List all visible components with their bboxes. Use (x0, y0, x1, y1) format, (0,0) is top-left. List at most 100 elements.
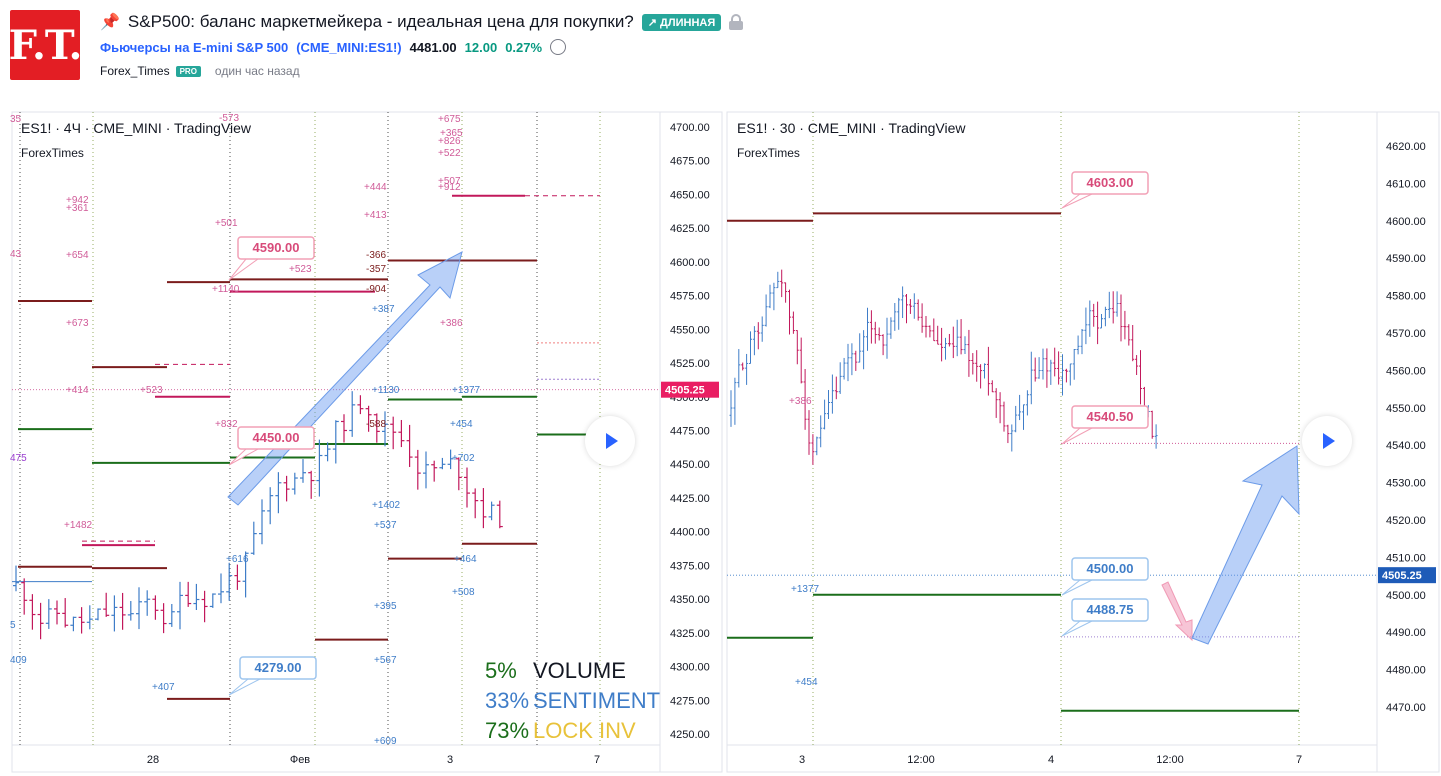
level-annotation: +413 (364, 210, 387, 221)
level-annotation: +454 (450, 419, 473, 430)
level-annotation: 5 (10, 620, 16, 631)
time-tick-label: Фев (290, 754, 310, 766)
callout-4603-tail (1061, 193, 1093, 209)
left-chart-title: ES1! · 4Ч · CME_MINI · TradingView (21, 120, 252, 136)
price-tick-label: 4575.00 (670, 291, 710, 303)
callout-4279-tail (228, 678, 261, 696)
level-annotation: 43 (10, 249, 22, 260)
price-tick-label: 4475.00 (670, 426, 710, 438)
symbol-code-link[interactable]: (CME_MINI:ES1!) (296, 39, 402, 55)
legend-pct: 5% (485, 658, 517, 683)
left-chart-subtitle: ForexTimes (21, 146, 84, 160)
long-badge: ↗ ДЛИННАЯ (641, 13, 722, 31)
price-tick-label: 4520.00 (1386, 515, 1426, 527)
price-tick-label: 4610.00 (1386, 178, 1426, 190)
callout-4488-tail (1061, 620, 1093, 637)
symbol-name-link[interactable]: Фьючерсы на E-mini S&P 500 (100, 39, 289, 55)
level-annotation: +407 (152, 682, 175, 693)
price-tick-label: 4625.00 (670, 223, 710, 235)
level-annotation: +501 (215, 218, 238, 229)
level-annotation: +507 (438, 176, 461, 187)
current-price-marker (661, 381, 719, 398)
price-tick-label: 4350.00 (670, 594, 710, 606)
level-annotation: +702 (452, 453, 475, 464)
logo-text: F.T. (8, 21, 83, 69)
price-tick-label: 4425.00 (670, 493, 710, 505)
price-tick-label: 4700.00 (670, 122, 710, 134)
callout-4500-tail (1061, 579, 1093, 596)
legend-pct: 73% (485, 718, 529, 743)
level-annotation: -573 (219, 113, 239, 124)
level-annotation: +395 (374, 601, 397, 612)
price-tick-label: 4540.00 (1386, 440, 1426, 452)
publish-time: один час назад (214, 64, 300, 78)
legend-name: SENTIMENT (533, 688, 660, 713)
level-annotation: +567 (374, 655, 397, 666)
callout-4603-box (1071, 171, 1149, 195)
level-annotation: +444 (364, 182, 387, 193)
level-annotation: +464 (454, 554, 477, 565)
up-arrow (1191, 445, 1300, 645)
time-tick-label: 3 (799, 754, 805, 766)
level-annotation: +537 (374, 520, 397, 531)
price-tick-label: 4550.00 (670, 324, 710, 336)
callout-4279-box (239, 656, 317, 680)
price-change-pct: 0.27% (505, 39, 543, 55)
level-annotation: +912 (438, 182, 461, 193)
price-tick-label: 4550.00 (1386, 403, 1426, 415)
time-tick-label: 7 (1296, 754, 1302, 766)
play-button-left[interactable] (585, 416, 635, 466)
callout-4500-box (1071, 557, 1149, 581)
time-tick-label: 12:00 (907, 754, 935, 766)
level-annotation: -366 (366, 250, 386, 261)
level-annotation: +616 (226, 554, 249, 565)
level-annotation: -904 (366, 284, 386, 295)
right-chart-frame (726, 111, 1440, 773)
play-button-right[interactable] (1302, 416, 1352, 466)
level-annotation: -357 (366, 264, 386, 275)
callout-4540-text: 4540.50 (1087, 409, 1134, 424)
level-annotation: +365 (440, 128, 463, 139)
time-tick-label: 4 (1048, 754, 1054, 766)
price-tick-label: 4300.00 (670, 662, 710, 674)
level-annotation: +508 (452, 587, 475, 598)
price-tick-label: 4275.00 (670, 695, 710, 707)
price-tick-label: 4650.00 (670, 189, 710, 201)
level-annotation: +454 (795, 677, 818, 688)
callout-4450-text: 4450.00 (253, 430, 300, 445)
callout-4279-text: 4279.00 (255, 660, 302, 675)
price-tick-label: 4490.00 (1386, 627, 1426, 639)
callout-4590-tail (228, 258, 259, 281)
time-tick-label: 3 (447, 754, 453, 766)
callout-4540-box (1071, 405, 1149, 429)
level-annotation: 409 (10, 655, 27, 666)
price-tick-label: 4500.00 (1386, 590, 1426, 602)
idea-header: F.T. 📌 S&P500: баланс маркетмейкера - ид… (0, 0, 1441, 100)
level-annotation: +609 (374, 736, 397, 747)
current-price-marker (1378, 567, 1436, 584)
last-price: 4481.00 (409, 39, 457, 55)
left-chart-frame (11, 111, 723, 773)
callout-4450-box (237, 426, 315, 450)
price-tick-label: 4530.00 (1386, 478, 1426, 490)
current-price-label: 4505.25 (665, 385, 705, 397)
author-logo[interactable]: F.T. (8, 10, 83, 80)
callout-4488-text: 4488.75 (1087, 602, 1134, 617)
author-name[interactable]: Forex_Times (100, 64, 170, 78)
callout-4450-tail (228, 448, 259, 466)
level-annotation: +673 (66, 318, 89, 329)
level-annotation: -588 (366, 419, 386, 430)
level-annotation: +1402 (372, 500, 401, 511)
price-tick-label: 4480.00 (1386, 665, 1426, 677)
price-tick-label: 4560.00 (1386, 365, 1426, 377)
price-tick-label: 4580.00 (1386, 291, 1426, 303)
time-tick-label: 7 (594, 754, 600, 766)
level-annotation: +826 (438, 136, 461, 147)
level-annotation: +654 (66, 250, 89, 261)
play-icon (1322, 433, 1335, 449)
level-annotation: +522 (438, 148, 461, 159)
callout-4603-text: 4603.00 (1087, 175, 1134, 190)
alarm-clock-icon[interactable] (550, 39, 567, 55)
callout-4488-box (1071, 598, 1149, 622)
